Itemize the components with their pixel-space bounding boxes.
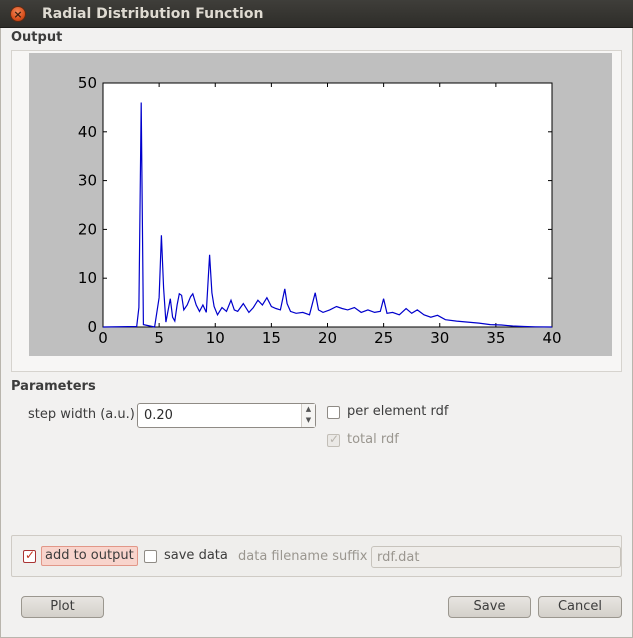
close-icon: × — [13, 7, 23, 21]
y-tick-label: 40 — [78, 123, 97, 141]
y-tick-label: 50 — [78, 74, 97, 92]
x-tick-label: 20 — [318, 329, 337, 347]
output-section-label: Output — [11, 30, 63, 45]
per-element-rdf-label: per element rdf — [347, 404, 449, 419]
x-tick-label: 25 — [374, 329, 393, 347]
step-width-spinner[interactable]: 0.20 ▲ ▼ — [137, 403, 316, 428]
y-tick-label: 30 — [78, 172, 97, 190]
parameters-section-label: Parameters — [11, 379, 96, 394]
spinner-arrows[interactable]: ▲ ▼ — [301, 404, 315, 427]
step-width-label: step width (a.u.) — [28, 407, 135, 422]
x-tick-label: 30 — [430, 329, 449, 347]
x-tick-label: 40 — [542, 329, 561, 347]
x-tick-label: 10 — [206, 329, 225, 347]
save-data-label: save data — [164, 548, 228, 563]
x-tick-label: 35 — [486, 329, 505, 347]
y-tick-label: 10 — [78, 269, 97, 287]
rdf-chart: 0 5 10 15 20 25 30 35 40 0 10 20 30 40 50 — [78, 74, 562, 347]
total-rdf-checkbox[interactable]: ✓ — [327, 432, 340, 447]
save-button[interactable]: Save — [448, 596, 531, 618]
plot-button[interactable]: Plot — [21, 596, 104, 618]
spin-down-icon[interactable]: ▼ — [305, 416, 312, 424]
checkmark-icon: ✓ — [25, 548, 36, 562]
cancel-button[interactable]: Cancel — [538, 596, 622, 618]
add-to-output-label[interactable]: add to output — [41, 546, 138, 566]
tick-label-group: 0 5 10 15 20 25 30 35 40 0 10 20 30 40 50 — [78, 74, 562, 347]
x-tick-label: 15 — [262, 329, 281, 347]
plot-axes-area — [102, 82, 553, 328]
suffix-value: rdf.dat — [377, 550, 420, 565]
x-tick-label: 0 — [98, 329, 108, 347]
window-title: Radial Distribution Function — [42, 6, 264, 22]
x-tick-label: 5 — [154, 329, 164, 347]
y-tick-label: 0 — [87, 318, 97, 336]
spin-up-icon[interactable]: ▲ — [305, 405, 312, 413]
close-button[interactable]: × — [10, 6, 26, 22]
rdf-series-line — [102, 102, 553, 328]
step-width-value: 0.20 — [144, 408, 173, 423]
y-tick-label: 20 — [78, 220, 97, 238]
checkmark-icon: ✓ — [329, 432, 340, 446]
suffix-input[interactable]: rdf.dat — [371, 546, 621, 568]
suffix-label: data filename suffix — [238, 549, 368, 564]
title-bar: × Radial Distribution Function — [0, 0, 633, 28]
per-element-rdf-checkbox[interactable] — [327, 406, 340, 419]
total-rdf-label: total rdf — [347, 432, 399, 447]
add-to-output-checkbox[interactable]: ✓ — [23, 548, 36, 563]
save-data-checkbox[interactable] — [144, 550, 157, 563]
